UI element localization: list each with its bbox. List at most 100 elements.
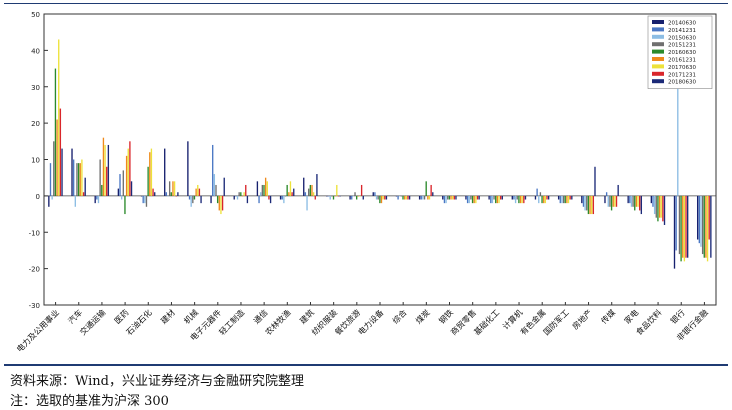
x-tick-label: 机械 bbox=[182, 307, 200, 325]
bar-20151231-建材 bbox=[168, 181, 171, 196]
bar-20151231-通信 bbox=[261, 184, 264, 196]
bar-20140630-国防军工 bbox=[557, 195, 560, 200]
bar-20180630-纺织服装 bbox=[339, 195, 341, 197]
bar-20171231-煤炭 bbox=[430, 184, 432, 196]
bar-20170630-商贸零售 bbox=[475, 195, 477, 204]
x-tick-label: 通信 bbox=[251, 307, 269, 325]
top-rule bbox=[4, 3, 728, 4]
bar-20160630-机械 bbox=[193, 195, 196, 200]
bar-20170630-综合 bbox=[405, 195, 407, 200]
bar-20180630-轻工制造 bbox=[246, 195, 249, 204]
bar-20180630-电子元器件 bbox=[223, 177, 225, 196]
bar-20141231-交通运输 bbox=[96, 195, 98, 200]
bar-20150630-建材 bbox=[167, 195, 169, 197]
bar-20161231-国防军工 bbox=[566, 195, 568, 204]
bar-20151231-建筑 bbox=[308, 188, 310, 196]
legend-label-20170630: 20170630 bbox=[668, 65, 696, 71]
bar-20150630-传媒 bbox=[607, 195, 609, 207]
bar-20141231-钢铁 bbox=[443, 195, 446, 204]
bar-20180630-非银行金融 bbox=[710, 195, 712, 258]
bar-20171231-机械 bbox=[198, 188, 201, 196]
bar-20180630-煤炭 bbox=[432, 192, 434, 196]
bar-20180630-医药 bbox=[130, 181, 133, 196]
bar-20151231-家电 bbox=[632, 195, 634, 207]
bar-20161231-钢铁 bbox=[450, 195, 452, 200]
bar-20171231-非银行金融 bbox=[708, 195, 710, 240]
y-tick-label: -10 bbox=[29, 229, 40, 237]
bar-20160630-传媒 bbox=[610, 195, 613, 211]
bar-20160630-医药 bbox=[124, 195, 126, 215]
bar-20151231-有色金属 bbox=[539, 192, 542, 196]
bar-20141231-煤炭 bbox=[420, 195, 422, 200]
x-tick-label: 煤炭 bbox=[413, 307, 431, 325]
bar-20180630-有色金属 bbox=[547, 195, 550, 200]
bar-20171231-石油石化 bbox=[152, 188, 154, 196]
bar-20140630-纺织服装 bbox=[326, 195, 328, 197]
bar-20151231-传媒 bbox=[609, 195, 611, 207]
bar-20170630-石油石化 bbox=[150, 148, 153, 196]
bar-20170630-国防军工 bbox=[567, 195, 570, 204]
x-tick-label: 电力设备 bbox=[356, 307, 386, 337]
legend-swatch-20171231 bbox=[652, 71, 664, 76]
legend-swatch-20160630 bbox=[652, 49, 664, 54]
bar-20161231-基础化工 bbox=[496, 195, 499, 204]
bar-20170630-通信 bbox=[266, 181, 268, 196]
x-tick-label: 建材 bbox=[158, 307, 176, 325]
bar-20151231-国防军工 bbox=[562, 195, 565, 204]
bar-20141231-国防军工 bbox=[559, 195, 561, 204]
bar-20171231-汽车 bbox=[82, 192, 85, 196]
bar-20160630-家电 bbox=[634, 195, 636, 211]
bar-20151231-非银行金融 bbox=[701, 195, 704, 255]
legend-swatch-20151231 bbox=[652, 42, 664, 47]
bars bbox=[48, 24, 712, 269]
bar-20141231-通信 bbox=[258, 195, 260, 204]
bar-20161231-轻工制造 bbox=[241, 195, 244, 197]
bar-20150630-银行 bbox=[677, 24, 679, 196]
x-tick-label: 食品饮料 bbox=[634, 307, 664, 337]
bar-20150630-国防军工 bbox=[561, 195, 563, 204]
bar-20140630-交通运输 bbox=[94, 195, 96, 204]
bar-20151231-机械 bbox=[192, 195, 194, 204]
bar-20151231-食品饮料 bbox=[655, 195, 657, 218]
legend-label-20180630: 20180630 bbox=[668, 80, 696, 86]
bar-20140630-建材 bbox=[164, 148, 166, 196]
bar-20170630-房地产 bbox=[591, 195, 593, 215]
bar-20141231-机械 bbox=[188, 195, 191, 200]
bar-20151231-汽车 bbox=[76, 163, 78, 196]
bar-20140630-传媒 bbox=[604, 195, 606, 204]
bar-20161231-汽车 bbox=[79, 163, 81, 196]
bar-20161231-餐饮旅游 bbox=[357, 195, 359, 197]
benchmark-note: 注：选取的基准为沪深 300 bbox=[10, 394, 169, 409]
x-tick-label: 建筑 bbox=[298, 307, 316, 325]
bar-20141231-轻工制造 bbox=[235, 195, 237, 197]
bar-20171231-有色金属 bbox=[546, 195, 548, 200]
bar-20180630-餐饮旅游 bbox=[362, 195, 364, 200]
bar-20141231-有色金属 bbox=[536, 188, 538, 196]
bar-20161231-纺织服装 bbox=[334, 195, 336, 197]
bar-20160630-交通运输 bbox=[101, 184, 103, 196]
y-tick-label: 30 bbox=[31, 84, 40, 92]
bar-20161231-有色金属 bbox=[543, 195, 545, 204]
bar-20170630-食品饮料 bbox=[660, 195, 662, 218]
bar-20170630-银行 bbox=[683, 195, 686, 262]
bar-20180630-电力及公用事业 bbox=[61, 148, 63, 196]
bar-20160630-商贸零售 bbox=[471, 195, 474, 204]
bar-20141231-农林牧渔 bbox=[281, 195, 283, 200]
bar-20171231-餐饮旅游 bbox=[360, 184, 363, 196]
x-tick-label: 石油石化 bbox=[124, 307, 154, 337]
bar-20141231-电力及公用事业 bbox=[49, 163, 52, 196]
bar-20171231-银行 bbox=[685, 195, 687, 258]
bar-20160630-综合 bbox=[402, 195, 404, 200]
bar-20160630-有色金属 bbox=[541, 195, 543, 204]
bar-20180630-建材 bbox=[177, 192, 179, 196]
bar-20171231-农林牧渔 bbox=[291, 192, 293, 196]
bar-20171231-电子元器件 bbox=[221, 195, 224, 211]
source-note: 资料来源：Wind，兴业证券经济与金融研究院整理 bbox=[10, 374, 304, 389]
bar-20140630-电子元器件 bbox=[210, 195, 212, 204]
bar-20160630-纺织服装 bbox=[332, 195, 335, 200]
bar-20151231-医药 bbox=[122, 170, 124, 196]
bar-20150630-轻工制造 bbox=[236, 195, 239, 200]
bar-20140630-银行 bbox=[673, 195, 676, 269]
bar-20160630-轻工制造 bbox=[240, 192, 242, 196]
